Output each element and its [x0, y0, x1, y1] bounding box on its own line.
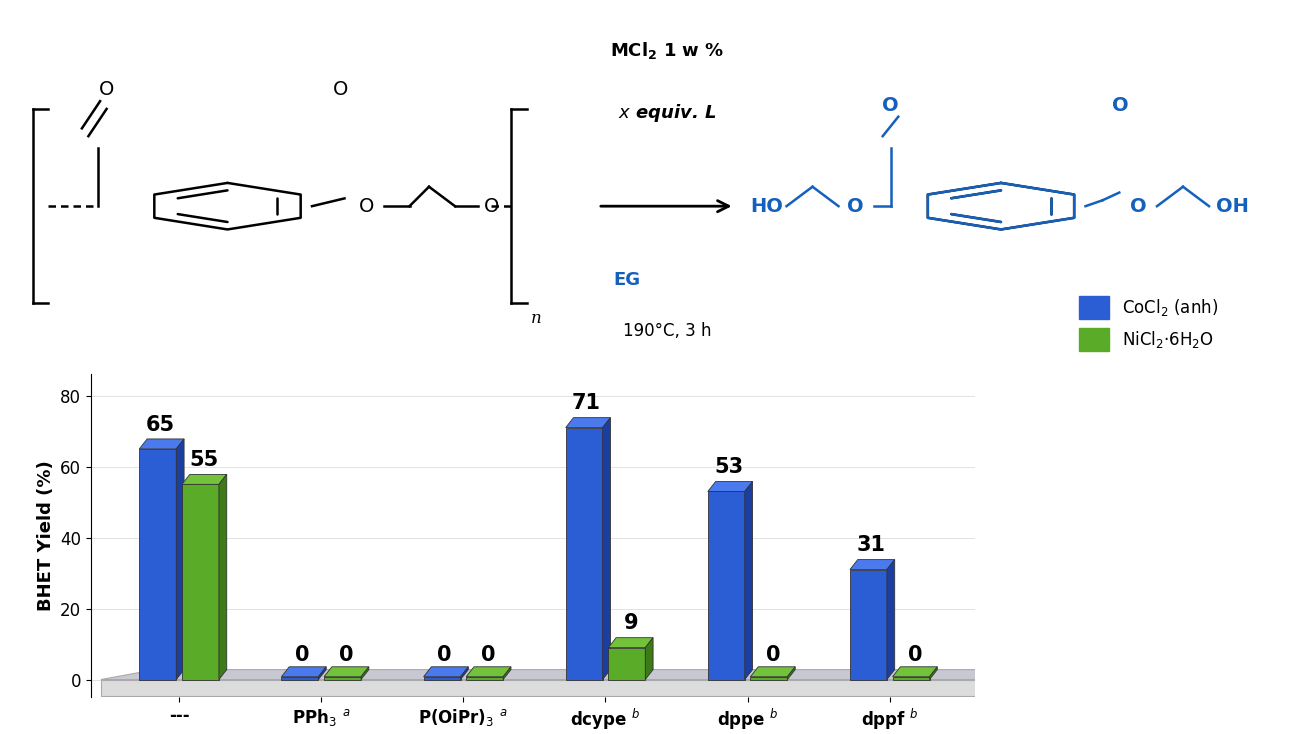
Polygon shape [608, 638, 653, 647]
Text: O: O [883, 95, 898, 115]
Polygon shape [139, 439, 185, 449]
Text: O: O [1113, 95, 1128, 115]
Polygon shape [467, 666, 511, 677]
Text: O: O [1131, 197, 1147, 216]
Polygon shape [324, 677, 361, 680]
Polygon shape [182, 484, 218, 680]
Polygon shape [930, 666, 937, 680]
Polygon shape [424, 677, 460, 680]
Text: 0: 0 [766, 645, 780, 665]
Text: 190°C, 3 h: 190°C, 3 h [623, 321, 711, 340]
Polygon shape [424, 666, 468, 677]
Polygon shape [218, 474, 226, 680]
Polygon shape [745, 482, 753, 680]
Text: O: O [484, 197, 499, 216]
Polygon shape [101, 680, 1008, 696]
Polygon shape [893, 666, 937, 677]
Text: 31: 31 [857, 535, 885, 556]
Polygon shape [893, 677, 929, 680]
Text: 0: 0 [339, 645, 354, 665]
Polygon shape [750, 666, 796, 677]
Text: 55: 55 [190, 450, 218, 470]
Polygon shape [281, 677, 318, 680]
Polygon shape [101, 669, 1062, 680]
Legend: CoCl$_2$ (anh), NiCl$_2$·6H$_2$O: CoCl$_2$ (anh), NiCl$_2$·6H$_2$O [1070, 287, 1227, 360]
Text: n: n [530, 310, 541, 327]
Polygon shape [182, 474, 226, 484]
Polygon shape [707, 482, 753, 492]
Text: HO: HO [750, 197, 784, 216]
Polygon shape [566, 428, 603, 680]
Text: 0: 0 [481, 645, 495, 665]
Text: O: O [99, 80, 114, 99]
Polygon shape [324, 666, 369, 677]
Text: 0: 0 [907, 645, 922, 665]
Polygon shape [1008, 669, 1062, 696]
Polygon shape [139, 449, 177, 680]
Y-axis label: BHET Yield (%): BHET Yield (%) [36, 460, 55, 611]
Text: O: O [359, 197, 374, 216]
Polygon shape [467, 677, 503, 680]
Text: $\mathit{x}$ equiv. L: $\mathit{x}$ equiv. L [618, 102, 716, 124]
Polygon shape [281, 666, 326, 677]
Text: O: O [848, 197, 863, 216]
Polygon shape [645, 638, 653, 680]
Polygon shape [850, 570, 887, 680]
Text: O: O [333, 80, 348, 99]
Polygon shape [361, 666, 369, 680]
Text: 71: 71 [572, 393, 601, 413]
Polygon shape [318, 666, 326, 680]
Text: 0: 0 [295, 645, 309, 665]
Text: 0: 0 [437, 645, 451, 665]
Polygon shape [850, 559, 894, 570]
Polygon shape [566, 418, 611, 428]
Text: EG: EG [614, 271, 641, 289]
Polygon shape [603, 418, 611, 680]
Polygon shape [788, 666, 796, 680]
Polygon shape [707, 492, 745, 680]
Polygon shape [750, 677, 788, 680]
Polygon shape [177, 439, 185, 680]
Polygon shape [460, 666, 468, 680]
Text: $\mathbf{MCl_2}$ 1 w %: $\mathbf{MCl_2}$ 1 w % [610, 40, 724, 61]
Polygon shape [608, 647, 645, 680]
Text: 65: 65 [146, 415, 174, 435]
Text: OH: OH [1216, 197, 1249, 216]
Text: 53: 53 [714, 457, 744, 477]
Polygon shape [887, 559, 894, 680]
Polygon shape [503, 666, 511, 680]
Text: 9: 9 [624, 614, 638, 633]
